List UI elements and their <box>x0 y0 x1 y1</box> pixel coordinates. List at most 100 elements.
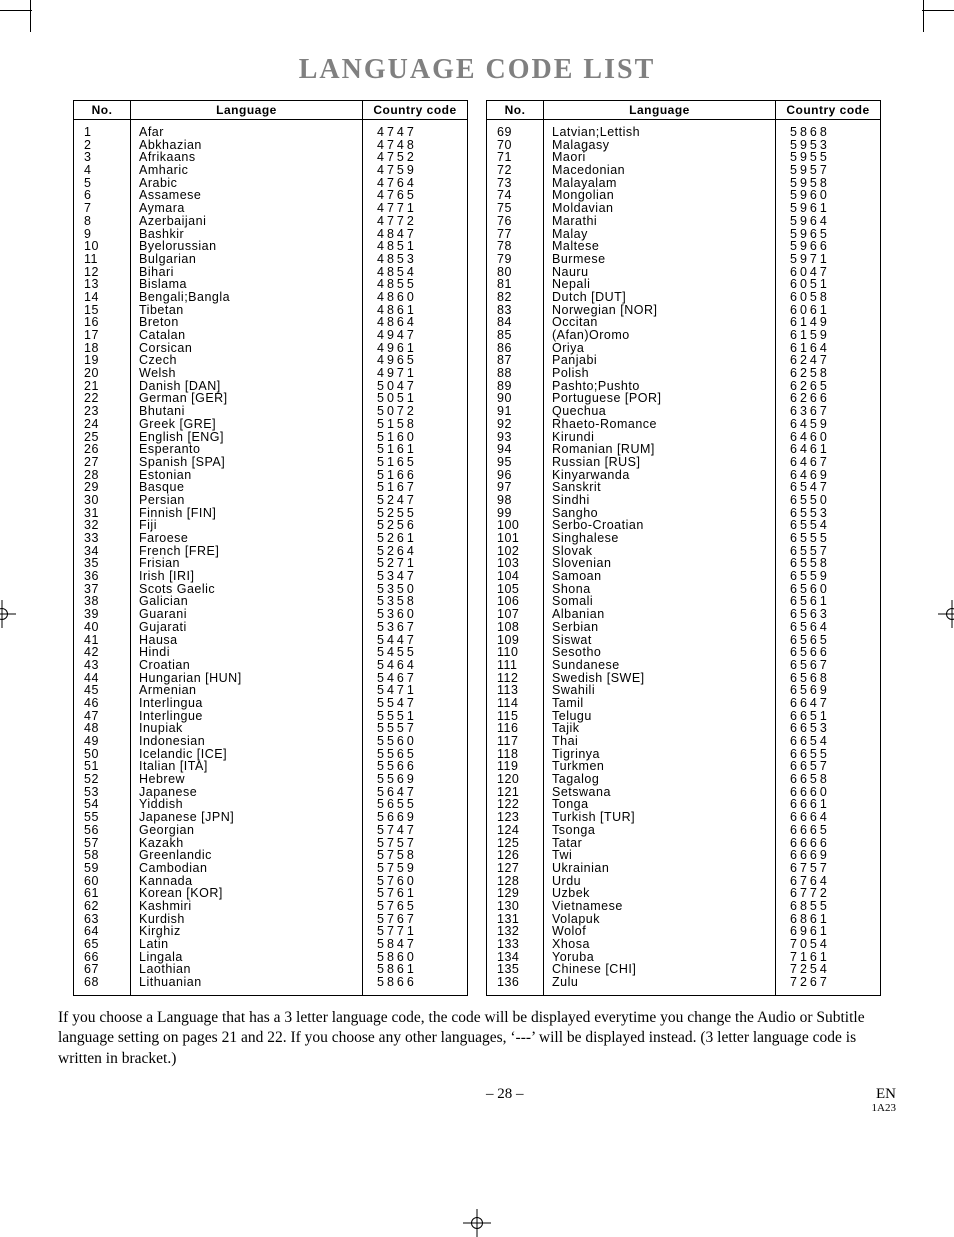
table-row: 93Kirundi6460 <box>487 430 881 443</box>
cell-no: 59 <box>74 862 131 875</box>
cell-language: Quechua <box>544 405 776 418</box>
cell-no: 79 <box>487 253 544 266</box>
cell-code: 5565 <box>363 748 468 761</box>
table-row: 29Basque5167 <box>74 481 468 494</box>
cell-language: Yoruba <box>544 951 776 964</box>
cell-code: 5759 <box>363 862 468 875</box>
cell-language: Singhalese <box>544 532 776 545</box>
cell-code: 6159 <box>776 329 881 342</box>
table-row: 2Abkhazian4748 <box>74 139 468 152</box>
table-row: 112Swedish [SWE]6568 <box>487 671 881 684</box>
cell-language: Laothian <box>131 963 363 976</box>
cell-language: Yiddish <box>131 798 363 811</box>
cell-language: Portuguese [POR] <box>544 392 776 405</box>
cell-code: 6557 <box>776 545 881 558</box>
cell-no: 21 <box>74 380 131 393</box>
table-row: 133Xhosa7054 <box>487 938 881 951</box>
cell-language: Mongolian <box>544 189 776 202</box>
cell-language: Abkhazian <box>131 139 363 152</box>
table-row: 73Malayalam5958 <box>487 177 881 190</box>
table-row: 110Sesotho6566 <box>487 646 881 659</box>
cell-code: 6058 <box>776 291 881 304</box>
table-row: 26Esperanto5161 <box>74 443 468 456</box>
cell-no: 34 <box>74 545 131 558</box>
cell-no: 50 <box>74 748 131 761</box>
cell-no: 96 <box>487 468 544 481</box>
cell-language: Japanese <box>131 786 363 799</box>
cell-language: Samoan <box>544 570 776 583</box>
table-row: 127Ukrainian6757 <box>487 862 881 875</box>
cell-code: 7254 <box>776 963 881 976</box>
cell-no: 67 <box>74 963 131 976</box>
cell-language: Urdu <box>544 874 776 887</box>
cell-code: 4965 <box>363 354 468 367</box>
cell-code: 6553 <box>776 507 881 520</box>
table-row: 30Persian5247 <box>74 494 468 507</box>
cell-code: 6666 <box>776 836 881 849</box>
cell-code: 5953 <box>776 139 881 152</box>
table-row: 67Laothian5861 <box>74 963 468 976</box>
cell-language: Moldavian <box>544 202 776 215</box>
cell-no: 123 <box>487 811 544 824</box>
cell-no: 32 <box>74 519 131 532</box>
cell-no: 27 <box>74 456 131 469</box>
cell-no: 103 <box>487 557 544 570</box>
cell-no: 87 <box>487 354 544 367</box>
cell-code: 5264 <box>363 545 468 558</box>
cell-no: 71 <box>487 151 544 164</box>
cell-no: 85 <box>487 329 544 342</box>
cell-no: 22 <box>74 392 131 405</box>
table-row: 17Catalan4947 <box>74 329 468 342</box>
cell-no: 74 <box>487 189 544 202</box>
left-body: 1Afar47472Abkhazian47483Afrikaans47524Am… <box>74 120 468 996</box>
cell-language: Tajik <box>544 722 776 735</box>
cell-code: 5158 <box>363 418 468 431</box>
cell-code: 5761 <box>363 887 468 900</box>
cell-code: 6664 <box>776 811 881 824</box>
cell-no: 128 <box>487 874 544 887</box>
cell-language: Malayalam <box>544 177 776 190</box>
cell-no: 97 <box>487 481 544 494</box>
cell-code: 6467 <box>776 456 881 469</box>
table-row: 126Twi6669 <box>487 849 881 862</box>
table-row: 83Norwegian [NOR]6061 <box>487 304 881 317</box>
cell-code: 5455 <box>363 646 468 659</box>
cell-no: 98 <box>487 494 544 507</box>
cell-code: 6555 <box>776 532 881 545</box>
cell-no: 93 <box>487 430 544 443</box>
cell-code: 5669 <box>363 811 468 824</box>
footnote: If you choose a Language that has a 3 le… <box>58 1008 896 1071</box>
cell-language: Nauru <box>544 265 776 278</box>
cell-no: 8 <box>74 215 131 228</box>
lang-mark: EN <box>872 1087 896 1103</box>
cell-no: 88 <box>487 367 544 380</box>
cell-no: 57 <box>74 836 131 849</box>
cell-no: 92 <box>487 418 544 431</box>
cell-code: 5566 <box>363 760 468 773</box>
table-row: 79Burmese5971 <box>487 253 881 266</box>
cell-code: 4860 <box>363 291 468 304</box>
table-row: 27Spanish [SPA]5165 <box>74 456 468 469</box>
cell-language: Sangho <box>544 507 776 520</box>
cell-no: 95 <box>487 456 544 469</box>
table-row: 120Tagalog6658 <box>487 773 881 786</box>
table-row: 39Guarani5360 <box>74 608 468 621</box>
cell-code: 5467 <box>363 671 468 684</box>
table-row: 13Bislama4855 <box>74 278 468 291</box>
cell-language: Sanskrit <box>544 481 776 494</box>
cell-code: 6568 <box>776 671 881 684</box>
cell-language: Turkmen <box>544 760 776 773</box>
cell-no: 116 <box>487 722 544 735</box>
page-title: LANGUAGE CODE LIST <box>58 54 896 86</box>
cell-code: 5767 <box>363 913 468 926</box>
cell-code: 5347 <box>363 570 468 583</box>
cell-code: 5360 <box>363 608 468 621</box>
cell-language: Oriya <box>544 342 776 355</box>
cell-language: Latvian;Lettish <box>544 120 776 139</box>
cell-no: 53 <box>74 786 131 799</box>
table-row: 20Welsh4971 <box>74 367 468 380</box>
cell-code: 4772 <box>363 215 468 228</box>
cell-language: Slovak <box>544 545 776 558</box>
cell-no: 130 <box>487 900 544 913</box>
table-row: 37Scots Gaelic5350 <box>74 583 468 596</box>
